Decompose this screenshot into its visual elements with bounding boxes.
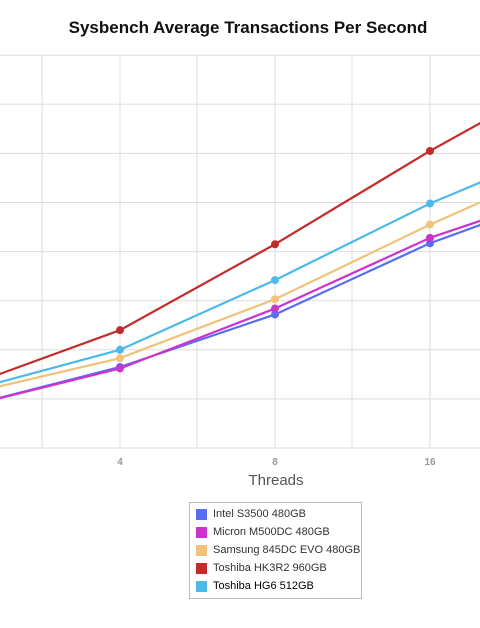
x-tick-label: 16	[424, 457, 436, 468]
data-point	[426, 146, 434, 155]
legend-swatch	[196, 580, 207, 592]
series-line	[0, 181, 480, 384]
data-point	[426, 233, 434, 242]
legend-swatch	[196, 562, 207, 574]
data-point	[271, 310, 279, 319]
x-tick-label: 4	[117, 457, 123, 468]
legend-label: Samsung 845DC EVO 480GB	[213, 544, 361, 556]
data-point	[271, 240, 279, 249]
legend-item[interactable]: Intel S3500 480GB	[190, 505, 361, 523]
legend-label: Toshiba HK3R2 960GB	[213, 562, 327, 574]
series-points	[116, 146, 434, 373]
data-point	[271, 304, 279, 313]
data-point	[426, 220, 434, 229]
line-chart: 4 8 16	[0, 54, 480, 468]
x-axis-label: Threads	[248, 472, 304, 489]
data-point	[116, 345, 124, 354]
data-point	[116, 326, 124, 335]
data-point	[116, 364, 124, 373]
legend-label: Toshiba HG6 512GB	[213, 580, 314, 592]
legend: Intel S3500 480GB Micron M500DC 480GB Sa…	[189, 502, 362, 599]
x-tick-label: 8	[272, 457, 278, 468]
legend-label: Intel S3500 480GB	[213, 508, 306, 520]
legend-item[interactable]: Micron M500DC 480GB	[190, 523, 361, 541]
series-line	[0, 121, 480, 376]
data-point	[271, 276, 279, 285]
x-tick-labels: 4 8 16	[117, 457, 436, 468]
chart-title: Sysbench Average Transactions Per Second	[68, 18, 428, 37]
legend-item[interactable]: Samsung 845DC EVO 480GB	[190, 541, 361, 559]
legend-item[interactable]: Toshiba HK3R2 960GB	[190, 559, 361, 577]
grid	[0, 54, 480, 449]
data-point	[271, 295, 279, 304]
series-lines	[0, 121, 480, 400]
data-point	[116, 354, 124, 363]
legend-swatch	[196, 508, 207, 520]
legend-swatch	[196, 526, 207, 538]
series-line	[0, 201, 480, 388]
data-point	[426, 199, 434, 208]
legend-item[interactable]: Toshiba HG6 512GB	[190, 577, 361, 595]
legend-label: Micron M500DC 480GB	[213, 526, 330, 538]
legend-swatch	[196, 544, 207, 556]
